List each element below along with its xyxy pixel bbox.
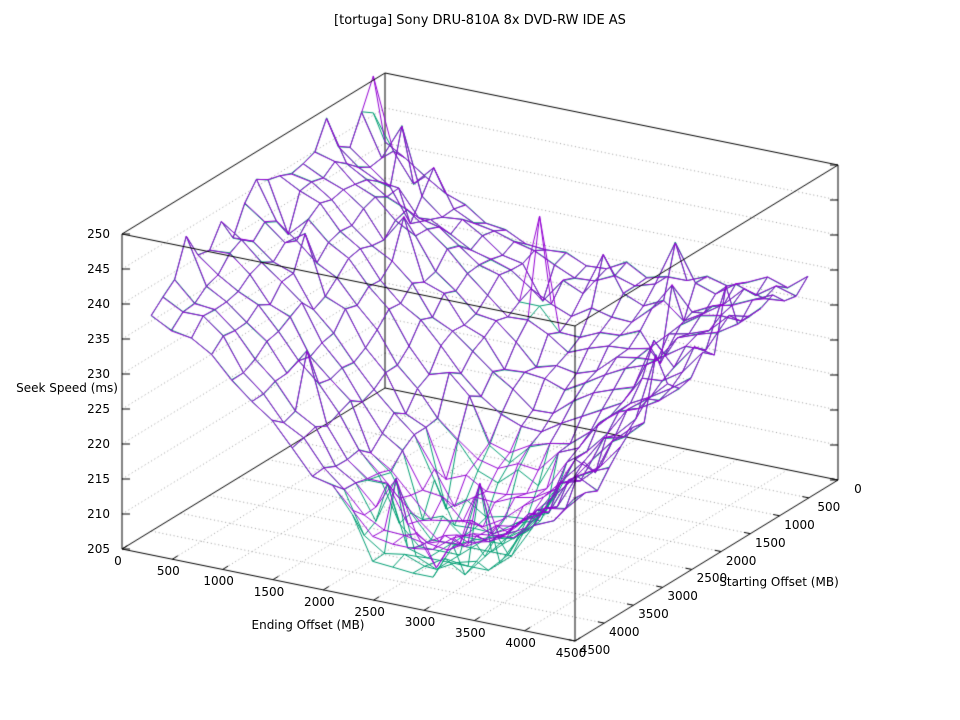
y-tick-label: 3500 [638, 607, 669, 622]
z-axis-title: Seek Speed (ms) [16, 381, 118, 395]
z-tick-label: 250 [87, 227, 110, 241]
z-tick-label: 235 [87, 332, 110, 346]
x-axis-title: Ending Offset (MB) [251, 618, 365, 632]
x-tick-label: 3000 [404, 615, 436, 630]
y-tick-label: 0 [854, 482, 862, 496]
y-tick-label: 3000 [667, 589, 698, 604]
y-tick-label: 500 [817, 499, 841, 514]
z-tick-label: 215 [87, 472, 110, 486]
y-tick-label: 2000 [725, 553, 757, 568]
x-tick-label: 500 [156, 564, 180, 579]
x-tick-label: 3500 [455, 625, 486, 640]
y-tick-label: 2500 [696, 571, 728, 586]
x-tick-label: 0 [114, 554, 122, 568]
x-tick-label: 4500 [555, 646, 587, 660]
x-tick-label: 4000 [505, 635, 536, 650]
x-tick-label: 1000 [203, 574, 234, 589]
z-tick-label: 245 [87, 262, 110, 276]
z-tick-label: 230 [87, 367, 110, 381]
x-tick-label: 2000 [304, 594, 335, 609]
y-tick-label: 4000 [608, 625, 640, 640]
x-tick-label: 2500 [354, 605, 385, 620]
y-tick-label: 4500 [579, 643, 611, 657]
y-axis-title: Starting Offset (MB) [719, 575, 839, 589]
z-tick-label: 210 [87, 507, 110, 521]
z-tick-label: 205 [87, 542, 110, 556]
chart-title: [tortuga] Sony DRU-810A 8x DVD-RW IDE AS [334, 13, 626, 28]
z-tick-label: 220 [87, 437, 110, 451]
y-tick-label: 1500 [755, 535, 786, 550]
y-tick-label: 1000 [784, 517, 815, 532]
x-tick-label: 1500 [253, 584, 285, 599]
z-tick-label: 225 [87, 402, 110, 416]
z-tick-label: 240 [87, 297, 110, 311]
